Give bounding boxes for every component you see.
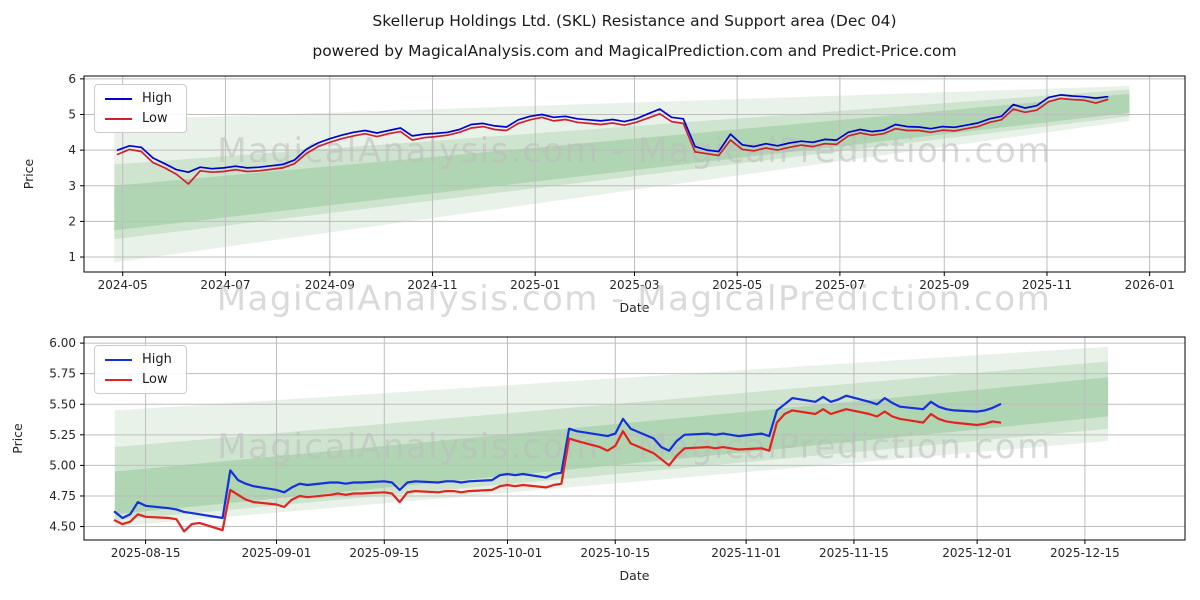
figure-title: Skellerup Holdings Ltd. (SKL) Resistance…: [372, 12, 897, 30]
legend-label-high: High: [142, 91, 172, 106]
watermark-text: MagicalAnalysis.com - MagicalPrediction.…: [217, 427, 1052, 467]
y-tick-label: 4.75: [49, 489, 76, 503]
high-line: [113, 394, 1002, 520]
low-line-swatch: [105, 378, 132, 381]
x-tick-label: 2025-10-01: [473, 546, 543, 560]
legend-item-low: Low: [105, 111, 172, 126]
y-tick-label: 5: [68, 107, 76, 121]
watermark-text: MagicalAnalysis.com - MagicalPrediction.…: [217, 131, 1052, 171]
x-tick-label: 2025-09: [919, 278, 969, 292]
x-tick-label: 2025-11-01: [711, 546, 781, 560]
grid: [84, 76, 1185, 272]
y-tick-label: 6: [68, 72, 76, 86]
high-line-swatch: [105, 97, 132, 100]
x-axis-label: Date: [620, 300, 650, 315]
y-tick-label: 3: [68, 179, 76, 193]
y-tick-label: 5.00: [49, 458, 76, 472]
figure-subtitle: powered by MagicalAnalysis.com and Magic…: [312, 42, 957, 60]
x-tick-label: 2024-11: [407, 278, 457, 292]
y-axis-label: Price: [10, 423, 25, 454]
x-axis-label: Date: [620, 568, 650, 583]
x-tick-label: 2025-01: [510, 278, 560, 292]
low-line: [113, 408, 1002, 533]
y-tick-label: 2: [68, 214, 76, 228]
x-tick-label: 2024-09: [305, 278, 355, 292]
tick-labels: 2025-08-15 2025-09-01 2025-09-15 2025-10-01…: [49, 336, 1120, 560]
x-tick-label: 2024-05: [98, 278, 148, 292]
low-line-swatch: [105, 117, 132, 120]
legend-item-high: High: [105, 91, 172, 106]
legend-label-high: High: [142, 352, 172, 367]
watermark-text: MagicalAnalysis.com - MagicalPrediction.…: [217, 279, 1052, 319]
high-line: [116, 94, 1109, 174]
x-tick-label: 2025-09-15: [349, 546, 419, 560]
x-tick-label: 2025-09-01: [242, 546, 312, 560]
x-tick-label: 2025-05: [712, 278, 762, 292]
y-tick-label: 6.00: [49, 336, 76, 350]
legend-item-low: Low: [105, 372, 172, 387]
bottom-chart-legend: High Low: [94, 345, 187, 394]
plot-border: [83, 336, 1186, 541]
y-axis-label: Price: [21, 158, 36, 189]
x-tick-label: 2026-01: [1125, 278, 1175, 292]
legend-item-high: High: [105, 352, 172, 367]
y-tick-label: 1: [68, 250, 76, 264]
y-tick-label: 4.50: [49, 520, 76, 534]
x-tick-label: 2024-07: [200, 278, 250, 292]
y-tick-label: 5.75: [49, 367, 76, 381]
tick-labels: 2024-05 2024-07 2024-09 2024-11 2025-01 2025-…: [68, 72, 1174, 292]
support-resistance-bands: [114, 85, 1130, 263]
x-tick-label: 2025-12-15: [1050, 546, 1120, 560]
top-chart-legend: High Low: [94, 84, 187, 133]
legend-label-low: Low: [142, 372, 168, 387]
x-tick-label: 2025-12-01: [942, 546, 1012, 560]
x-tick-label: 2025-10-15: [580, 546, 650, 560]
x-tick-label: 2025-07: [815, 278, 865, 292]
y-tick-label: 5.25: [49, 428, 76, 442]
x-tick-label: 2025-11-15: [819, 546, 889, 560]
y-tick-label: 4: [68, 143, 76, 157]
legend-label-low: Low: [142, 111, 168, 126]
high-line-swatch: [105, 358, 132, 361]
low-line: [116, 97, 1109, 185]
x-tick-label: 2025-11: [1022, 278, 1072, 292]
x-tick-label: 2025-03: [609, 278, 659, 292]
x-tick-label: 2025-08-15: [111, 546, 181, 560]
y-tick-label: 5.50: [49, 397, 76, 411]
